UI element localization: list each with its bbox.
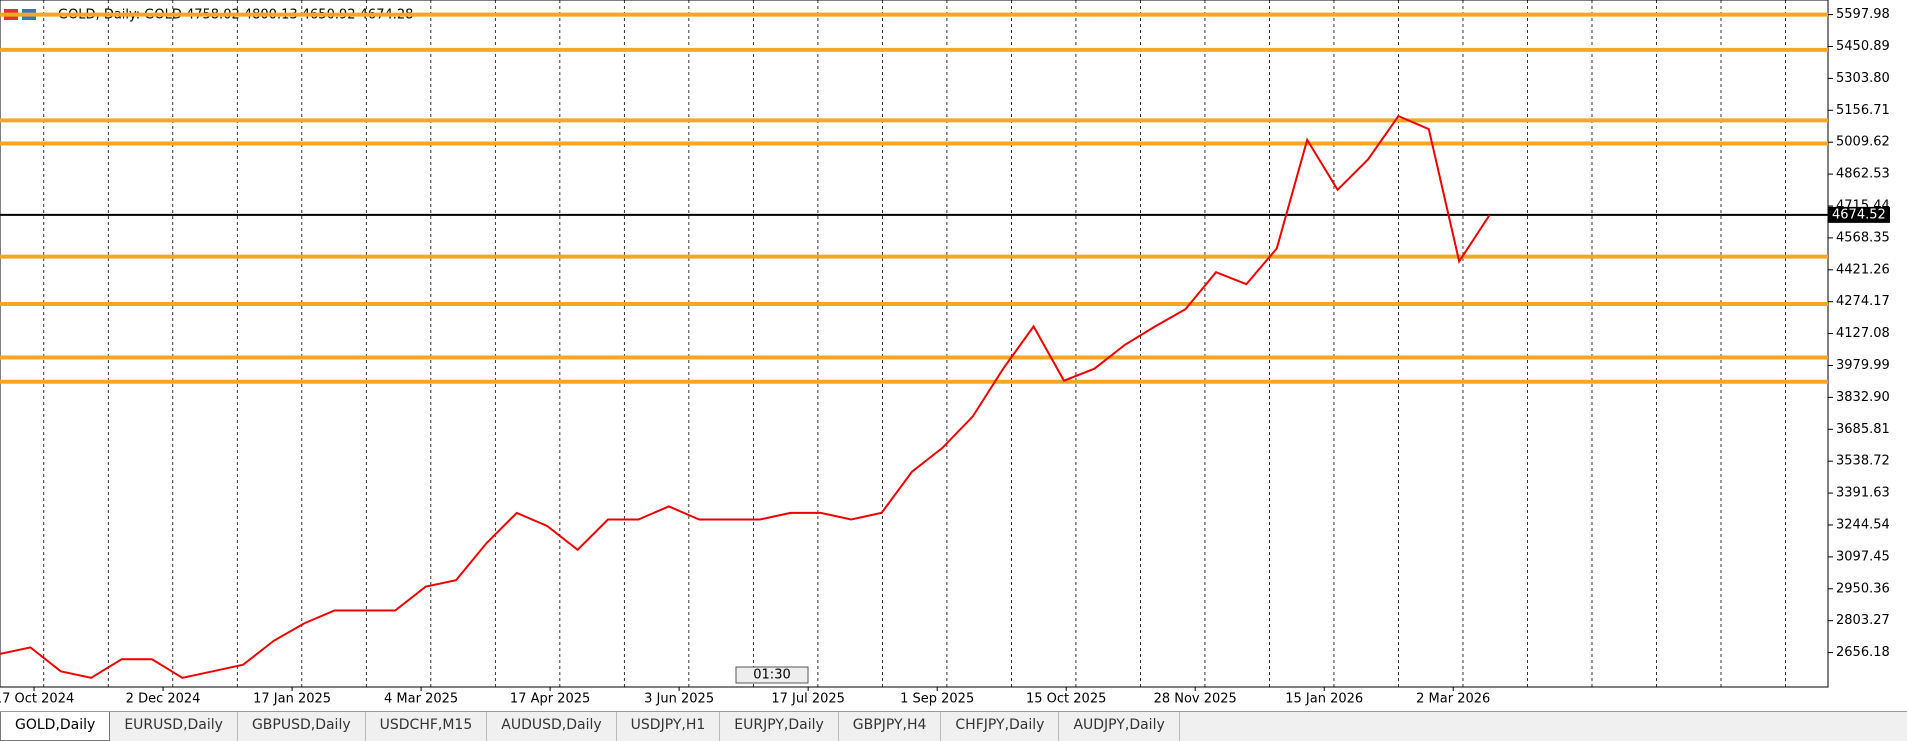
y-tick-label: 3097.45 xyxy=(1836,549,1890,564)
y-tick-label: 3538.72 xyxy=(1836,454,1890,469)
tab[interactable]: USDCHF,M15 xyxy=(366,712,488,741)
y-tick-label: 2950.36 xyxy=(1836,581,1890,596)
tab-bar: GOLD,Daily EURUSD,Daily GBPUSD,Daily USDCHF… xyxy=(0,711,1907,741)
y-tick-label: 2803.27 xyxy=(1836,613,1890,628)
y-tick-label: 4127.08 xyxy=(1836,326,1890,341)
y-tick-label: 5597.98 xyxy=(1836,7,1890,22)
plot-area xyxy=(0,0,1829,688)
tab[interactable]: EURUSD,Daily xyxy=(110,712,238,741)
x-tick-label: 15 Oct 2025 xyxy=(1026,692,1106,707)
chart: GOLD, Daily: GOLD 4758.02 4800.13 4650.9… xyxy=(0,0,1890,707)
y-tick-label: 3685.81 xyxy=(1836,422,1890,437)
current-price-box xyxy=(1828,206,1890,223)
y-tick-label: 5450.89 xyxy=(1836,39,1890,54)
x-tick-label: 17 Jan 2025 xyxy=(253,692,331,707)
y-tick-label: 3832.90 xyxy=(1836,390,1890,405)
y-tick-label: 5156.71 xyxy=(1836,103,1890,118)
y-tick-label: 4274.17 xyxy=(1836,294,1890,309)
x-tick-label: 2 Mar 2026 xyxy=(1416,692,1490,707)
marker-label: 01:30 xyxy=(753,668,790,683)
tab[interactable]: USDJPY,H1 xyxy=(617,712,721,741)
tab[interactable]: AUDUSD,Daily xyxy=(487,712,617,741)
x-tick-label: 17 Oct 2024 xyxy=(0,692,74,707)
tab[interactable]: AUDJPY,Daily xyxy=(1059,712,1180,741)
x-tick-label: 17 Jul 2025 xyxy=(771,692,845,707)
y-tick-label: 2656.18 xyxy=(1836,645,1890,660)
marker-box xyxy=(735,666,809,684)
x-tick-label: 28 Nov 2025 xyxy=(1154,692,1237,707)
y-tick-label: 4862.53 xyxy=(1836,167,1890,182)
x-tick-label: 3 Jun 2025 xyxy=(644,692,714,707)
y-tick-label: 5303.80 xyxy=(1836,71,1890,86)
price-line xyxy=(0,114,1491,679)
x-tick-label: 17 Apr 2025 xyxy=(510,692,590,707)
y-tick-label: 3391.63 xyxy=(1836,486,1890,501)
tab[interactable]: GOLD,Daily xyxy=(0,712,111,741)
y-tick-label: 4568.35 xyxy=(1836,230,1890,245)
x-tick-label: 2 Dec 2024 xyxy=(126,692,201,707)
y-tick-label: 4421.26 xyxy=(1836,262,1890,277)
x-tick-label: 1 Sep 2025 xyxy=(900,692,974,707)
tab[interactable]: CHFJPY,Daily xyxy=(941,712,1060,741)
tab[interactable]: EURJPY,Daily xyxy=(720,712,839,741)
tab[interactable]: GBPUSD,Daily xyxy=(238,712,366,741)
tab[interactable]: GBPJPY,H4 xyxy=(839,712,942,741)
x-tick-label: 15 Jan 2026 xyxy=(1285,692,1363,707)
y-tick-label: 3244.54 xyxy=(1836,517,1890,532)
current-price-label: 4674.52 xyxy=(1832,207,1886,222)
x-tick-label: 4 Mar 2025 xyxy=(384,692,458,707)
y-tick-label: 3979.99 xyxy=(1836,358,1890,373)
y-tick-label: 5009.62 xyxy=(1836,135,1890,150)
